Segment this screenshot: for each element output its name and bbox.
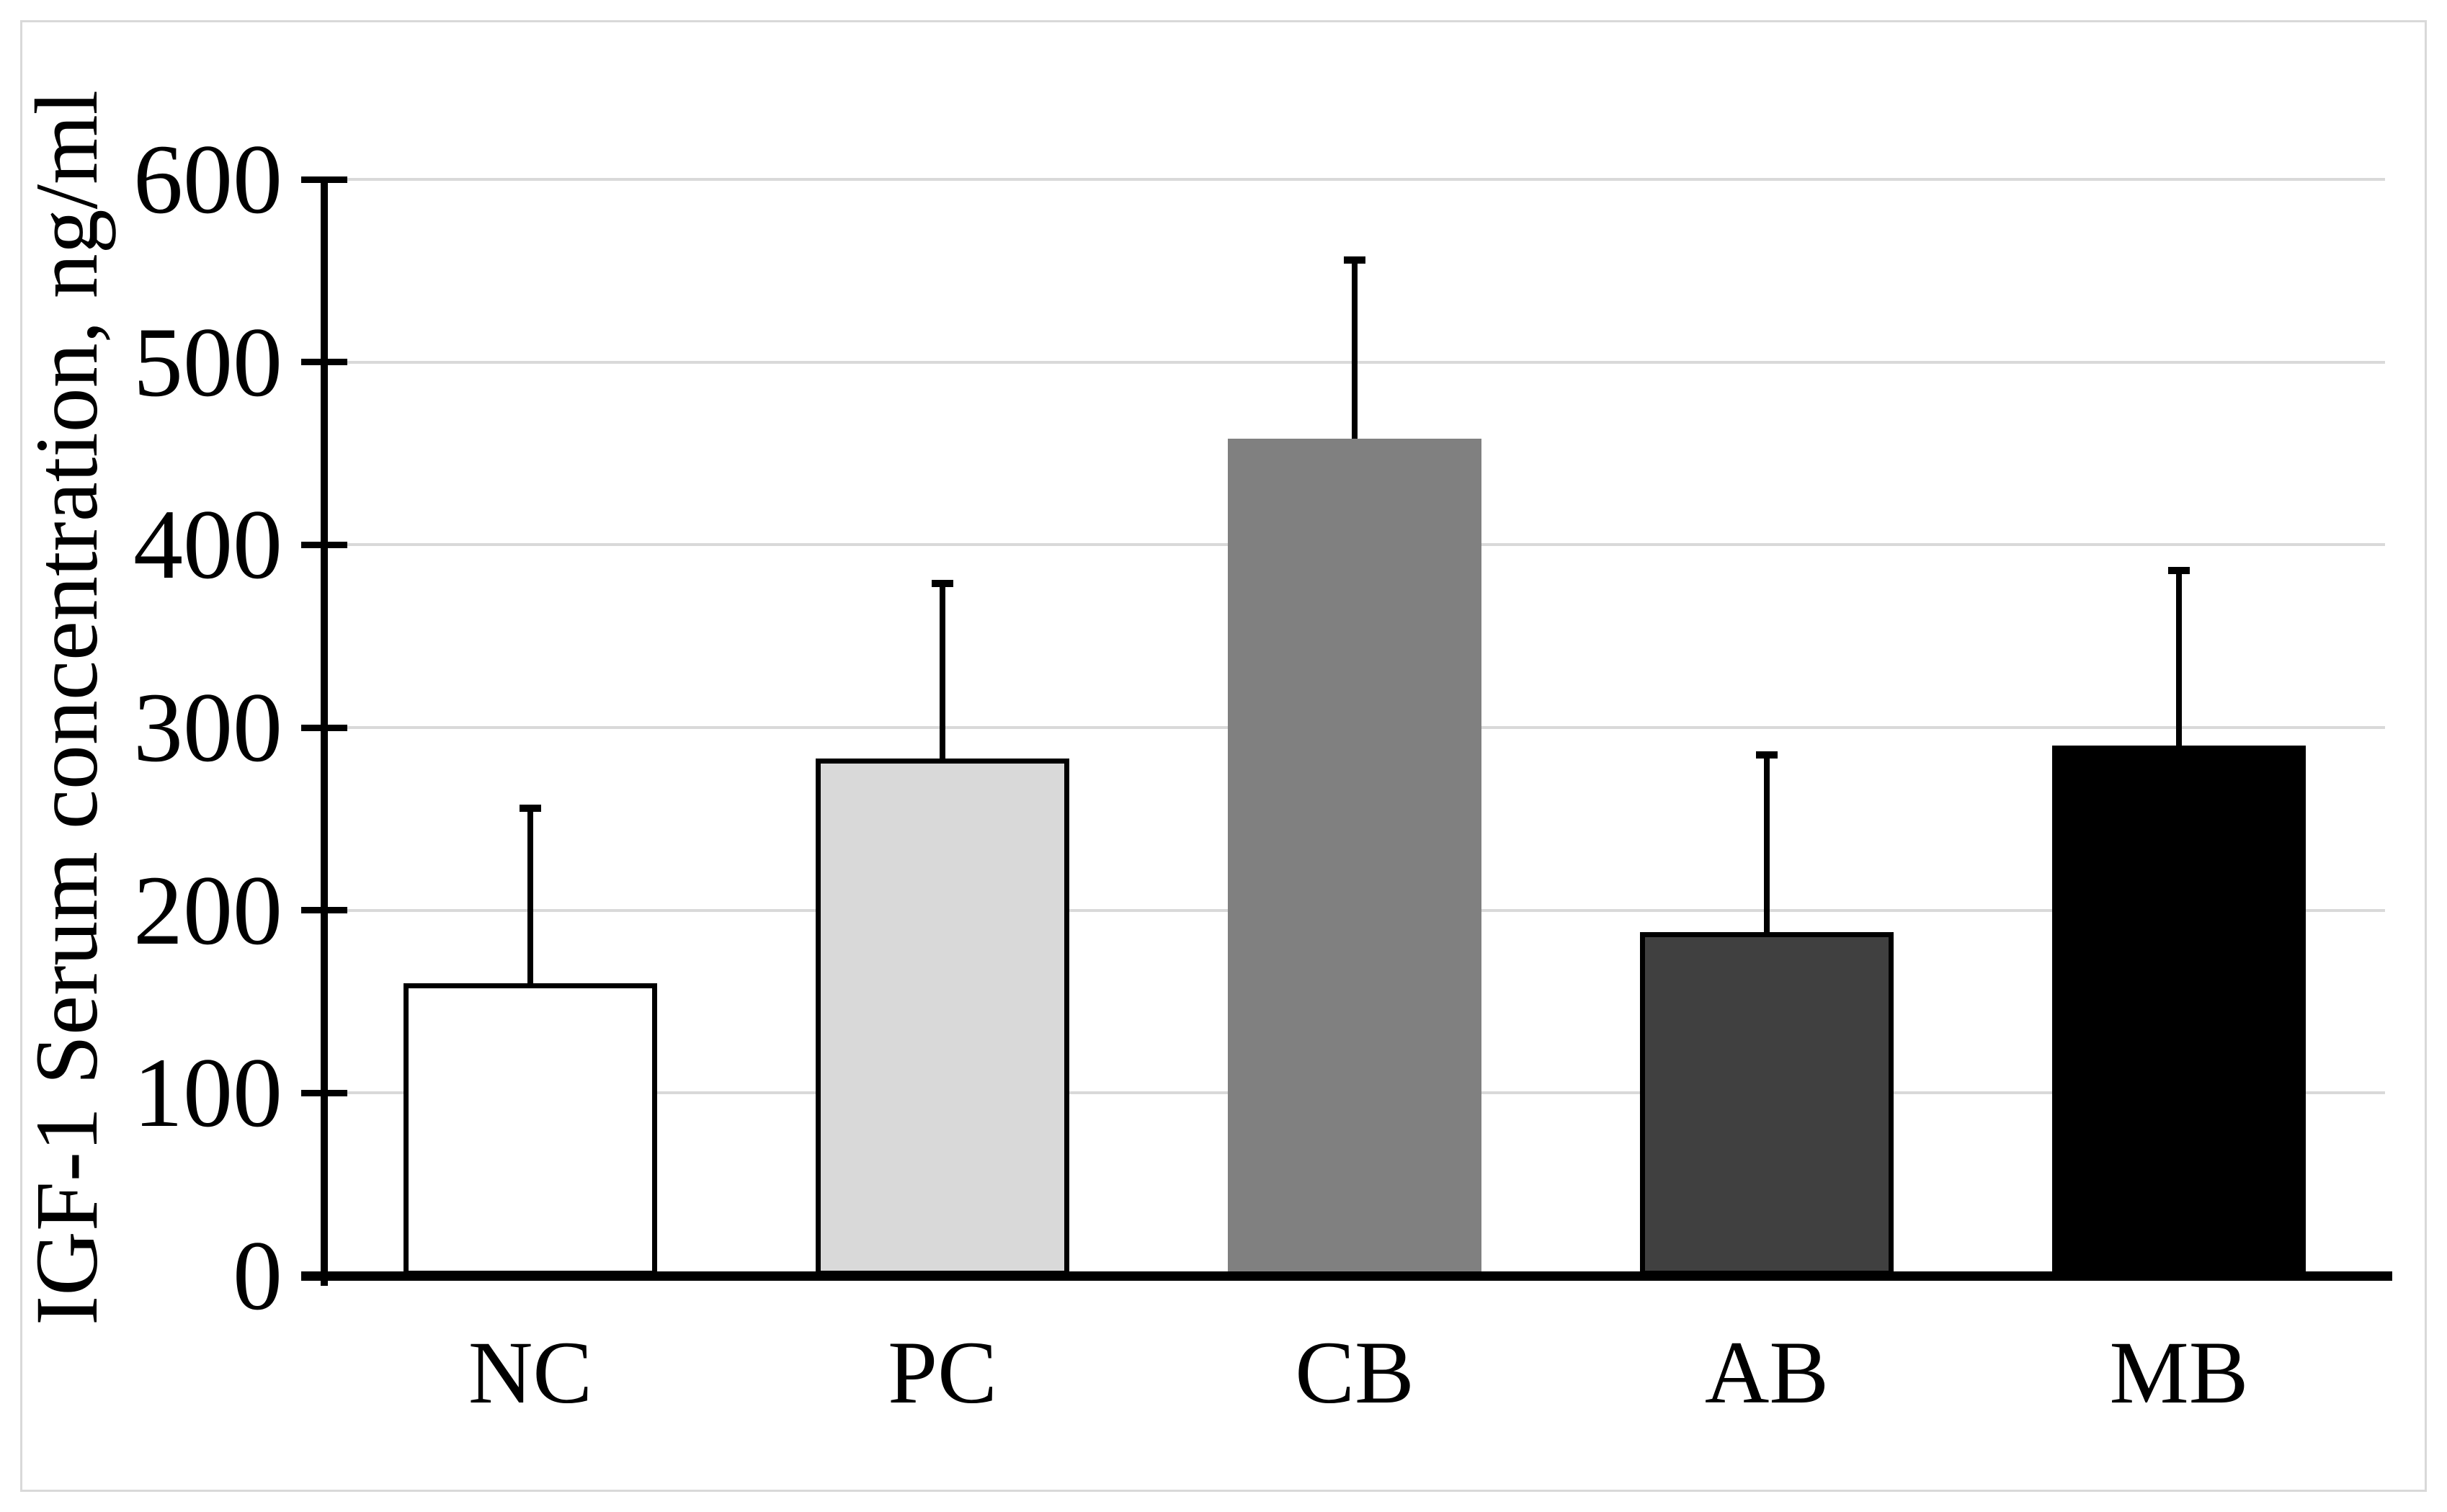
y-axis-tick-300: [301, 724, 347, 731]
error-bar-line-CB: [1352, 256, 1358, 439]
error-bar-cap-AB: [1756, 751, 1778, 759]
error-bar-line-PC: [940, 579, 945, 759]
bar-PC: [816, 759, 1069, 1276]
bar-MB: [2052, 746, 2306, 1276]
y-axis-tick-600: [301, 176, 347, 183]
bar-CB: [1228, 439, 1481, 1276]
error-bar-cap-NC: [520, 804, 541, 812]
error-bar-cap-MB: [2168, 566, 2190, 574]
error-bar-line-NC: [527, 804, 533, 984]
x-tick-label-PC: PC: [888, 1323, 997, 1422]
y-tick-label-600: 600: [133, 124, 282, 234]
y-tick-label-200: 200: [133, 854, 282, 965]
x-tick-label-AB: AB: [1704, 1323, 1829, 1422]
y-tick-label-300: 300: [133, 672, 282, 782]
figure-frame: [20, 20, 2427, 1492]
y-tick-label-500: 500: [133, 306, 282, 417]
y-tick-label-0: 0: [233, 1220, 282, 1330]
bar-AB: [1640, 932, 1894, 1276]
y-tick-label-100: 100: [133, 1037, 282, 1148]
x-tick-label-NC: NC: [468, 1323, 593, 1422]
error-bar-line-MB: [2176, 566, 2182, 746]
x-axis-line: [301, 1271, 2392, 1281]
x-tick-label-MB: MB: [2109, 1323, 2249, 1422]
y-axis-tick-400: [301, 541, 347, 548]
error-bar-cap-PC: [932, 579, 953, 587]
error-bar-cap-CB: [1344, 256, 1365, 264]
y-axis-tick-100: [301, 1089, 347, 1096]
y-axis-tick-500: [301, 359, 347, 366]
gridline-600: [324, 178, 2385, 181]
error-bar-line-AB: [1764, 751, 1770, 933]
y-axis-tick-200: [301, 907, 347, 914]
y-tick-label-400: 400: [133, 489, 282, 600]
bar-NC: [404, 983, 657, 1276]
x-tick-label-CB: CB: [1295, 1323, 1414, 1422]
y-axis-line: [321, 176, 328, 1286]
